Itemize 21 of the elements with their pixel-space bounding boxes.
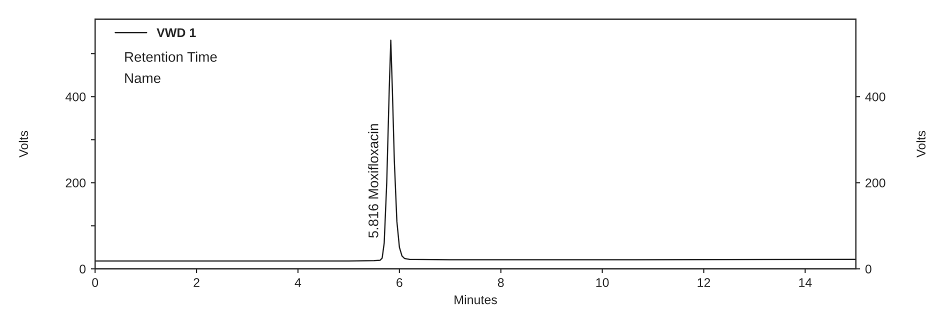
y-axis-title: Volts <box>18 130 28 158</box>
y2-tick-label: 400 <box>865 92 886 102</box>
x-tick-label: 6 <box>396 278 402 288</box>
x-tick-label: 14 <box>799 278 812 287</box>
annotation: Name <box>125 73 160 84</box>
y-tick-label: 400 <box>66 92 86 102</box>
x-axis-title: Minutes <box>454 295 497 304</box>
x-tick-label: 12 <box>698 278 710 287</box>
y-tick-label: 0 <box>80 264 86 274</box>
annotation: 5.816 Moxifloxacin <box>368 124 378 238</box>
legend-label: VWD 1 <box>156 28 196 38</box>
x-tick-label: 0 <box>92 278 98 288</box>
y2-axis-title: Volts <box>916 130 926 158</box>
y2-tick-label: 200 <box>866 178 886 188</box>
x-tick-label: 10 <box>596 278 609 288</box>
annotation: Retention Time <box>125 52 217 62</box>
x-tick-label: 4 <box>294 278 302 287</box>
x-tick-label: 2 <box>194 278 200 287</box>
y-tick-label: 200 <box>66 178 86 188</box>
y2-tick-label: 0 <box>865 264 872 274</box>
x-tick-label: 8 <box>498 278 504 288</box>
